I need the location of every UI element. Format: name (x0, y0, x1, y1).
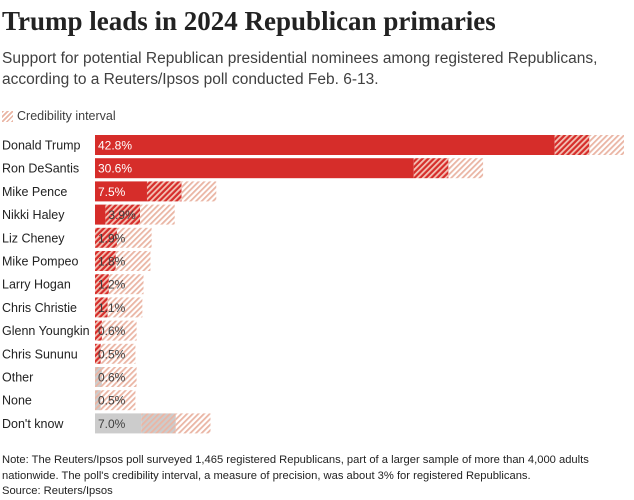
bar-don-t-know (95, 413, 142, 434)
interval-outer-mike-pence (181, 181, 217, 202)
category-label-nikki-haley: Nikki Haley (2, 208, 65, 222)
interval-inner-mike-pence (146, 181, 182, 202)
category-label-glenn-youngkin: Glenn Youngkin (2, 324, 90, 338)
interval-inner-liz-cheney (95, 227, 117, 248)
bar-donald-trump (95, 135, 555, 155)
credibility-interval-swatch (2, 110, 13, 122)
category-label-other: Other (2, 371, 33, 385)
interval-inner-mike-pompeo (95, 251, 116, 271)
value-label-larry-hogan: 1.2% (98, 278, 126, 292)
interval-outer-chris-christie (107, 297, 143, 318)
category-label-liz-cheney: Liz Cheney (2, 231, 65, 245)
interval-outer-chris-sununu (100, 343, 136, 364)
category-label-mike-pence: Mike Pence (2, 185, 67, 199)
bar-ron-desantis (95, 158, 414, 179)
value-label-chris-christie: 1.1% (98, 301, 126, 315)
interval-inner-ron-desantis (413, 158, 449, 179)
interval-inner-glenn-youngkin (95, 320, 102, 341)
interval-inner-none (95, 390, 101, 411)
value-label-don-t-know: 7.0% (98, 417, 126, 431)
value-label-other: 0.6% (98, 371, 126, 385)
value-label-liz-cheney: 1.9% (98, 231, 126, 245)
value-label-glenn-youngkin: 0.6% (98, 324, 126, 338)
interval-outer-donald-trump (589, 135, 624, 155)
interval-outer-mike-pompeo (115, 251, 151, 271)
category-label-donald-trump: Donald Trump (2, 139, 81, 153)
legend: Credibility interval (2, 108, 116, 124)
category-label-ron-desantis: Ron DeSantis (2, 162, 79, 176)
interval-outer-nikki-haley (140, 204, 175, 225)
interval-outer-none (100, 390, 136, 411)
value-label-none: 0.5% (98, 394, 126, 408)
interval-inner-don-t-know (141, 413, 176, 434)
interval-outer-liz-cheney (116, 227, 152, 248)
category-label-larry-hogan: Larry Hogan (2, 278, 71, 292)
value-label-ron-desantis: 30.6% (98, 162, 132, 176)
bar-nikki-haley (95, 204, 106, 225)
value-label-chris-sununu: 0.5% (98, 347, 126, 361)
value-label-nikki-haley: 3.9% (108, 208, 136, 222)
interval-inner-larry-hogan (95, 274, 109, 295)
footnote: Note: The Reuters/Ipsos poll surveyed 1,… (2, 454, 589, 482)
interval-outer-ron-desantis (448, 158, 484, 179)
interval-inner-other (95, 367, 102, 387)
interval-inner-chris-sununu (95, 343, 101, 364)
interval-outer-other (101, 367, 137, 387)
source-line: Source: Reuters/Ipsos (2, 485, 113, 497)
value-label-mike-pence: 7.5% (98, 185, 126, 199)
interval-outer-glenn-youngkin (101, 320, 137, 341)
category-label-don-t-know: Don't know (2, 417, 64, 431)
legend-label: Credibility interval (17, 109, 116, 123)
value-label-mike-pompeo: 1.8% (98, 255, 126, 269)
interval-inner-nikki-haley (105, 204, 141, 225)
category-label-chris-christie: Chris Christie (2, 301, 77, 315)
interval-outer-don-t-know (175, 413, 211, 434)
category-label-none: None (2, 394, 32, 408)
interval-inner-chris-christie (95, 297, 108, 318)
category-label-chris-sununu: Chris Sununu (2, 347, 78, 361)
bar-mike-pence (95, 181, 147, 202)
chart-title: Trump leads in 2024 Republican primaries (2, 6, 496, 36)
chart-subtitle: Support for potential Republican preside… (2, 50, 598, 88)
value-label-donald-trump: 42.8% (98, 139, 132, 153)
interval-outer-larry-hogan (108, 274, 144, 295)
interval-inner-donald-trump (554, 135, 590, 155)
category-label-mike-pompeo: Mike Pompeo (2, 255, 78, 269)
